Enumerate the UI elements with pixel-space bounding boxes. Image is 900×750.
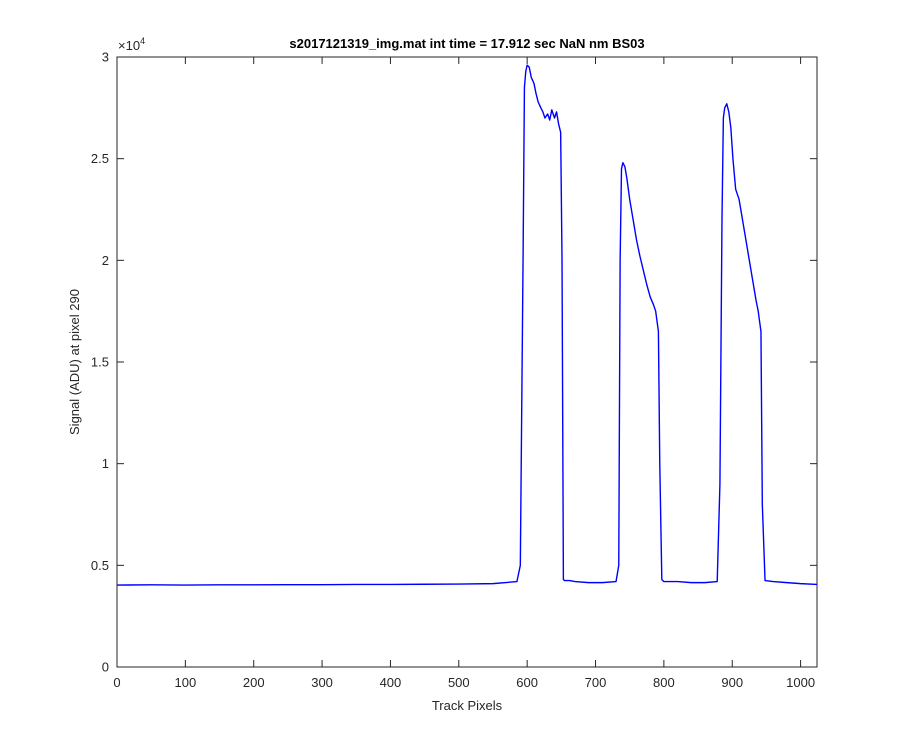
series-line-0 <box>116 64 818 586</box>
chart-title: s2017121319_img.mat int time = 17.912 se… <box>289 36 644 51</box>
x-tick-label-700: 700 <box>585 675 607 690</box>
x-axis-label: Track Pixels <box>432 698 503 713</box>
y-tick-label-0: 0 <box>102 660 109 675</box>
y-tick-label-2: 1 <box>102 456 109 471</box>
y-tick-label-5: 2.5 <box>91 151 109 166</box>
y-tick-label-6: 3 <box>102 50 109 65</box>
y-axis-exponent-prefix: ×10 <box>118 38 140 53</box>
x-tick-label-300: 300 <box>311 675 333 690</box>
y-tick-label-3: 1.5 <box>91 355 109 370</box>
y-axis-exponent: ×104 <box>118 36 145 53</box>
x-tick-label-600: 600 <box>516 675 538 690</box>
axes-box <box>116 56 818 668</box>
y-tick-label-1: 0.5 <box>91 558 109 573</box>
x-axis: 0 100 200 300 400 500 600 700 800 900 1000 <box>113 57 815 690</box>
x-tick-label-800: 800 <box>653 675 675 690</box>
x-tick-label-400: 400 <box>380 675 402 690</box>
y-axis-exponent-power: 4 <box>140 36 145 46</box>
x-tick-label-500: 500 <box>448 675 470 690</box>
x-tick-label-900: 900 <box>721 675 743 690</box>
plot-area <box>116 56 818 668</box>
y-axis: 0 0.5 1 1.5 2 2.5 3 <box>91 50 817 675</box>
x-tick-label-0: 0 <box>113 675 120 690</box>
y-axis-label: Signal (ADU) at pixel 290 <box>67 289 82 435</box>
x-tick-label-100: 100 <box>175 675 197 690</box>
y-tick-label-4: 2 <box>102 253 109 268</box>
x-tick-label-200: 200 <box>243 675 265 690</box>
series-layer <box>116 64 818 586</box>
x-tick-label-1000: 1000 <box>786 675 815 690</box>
